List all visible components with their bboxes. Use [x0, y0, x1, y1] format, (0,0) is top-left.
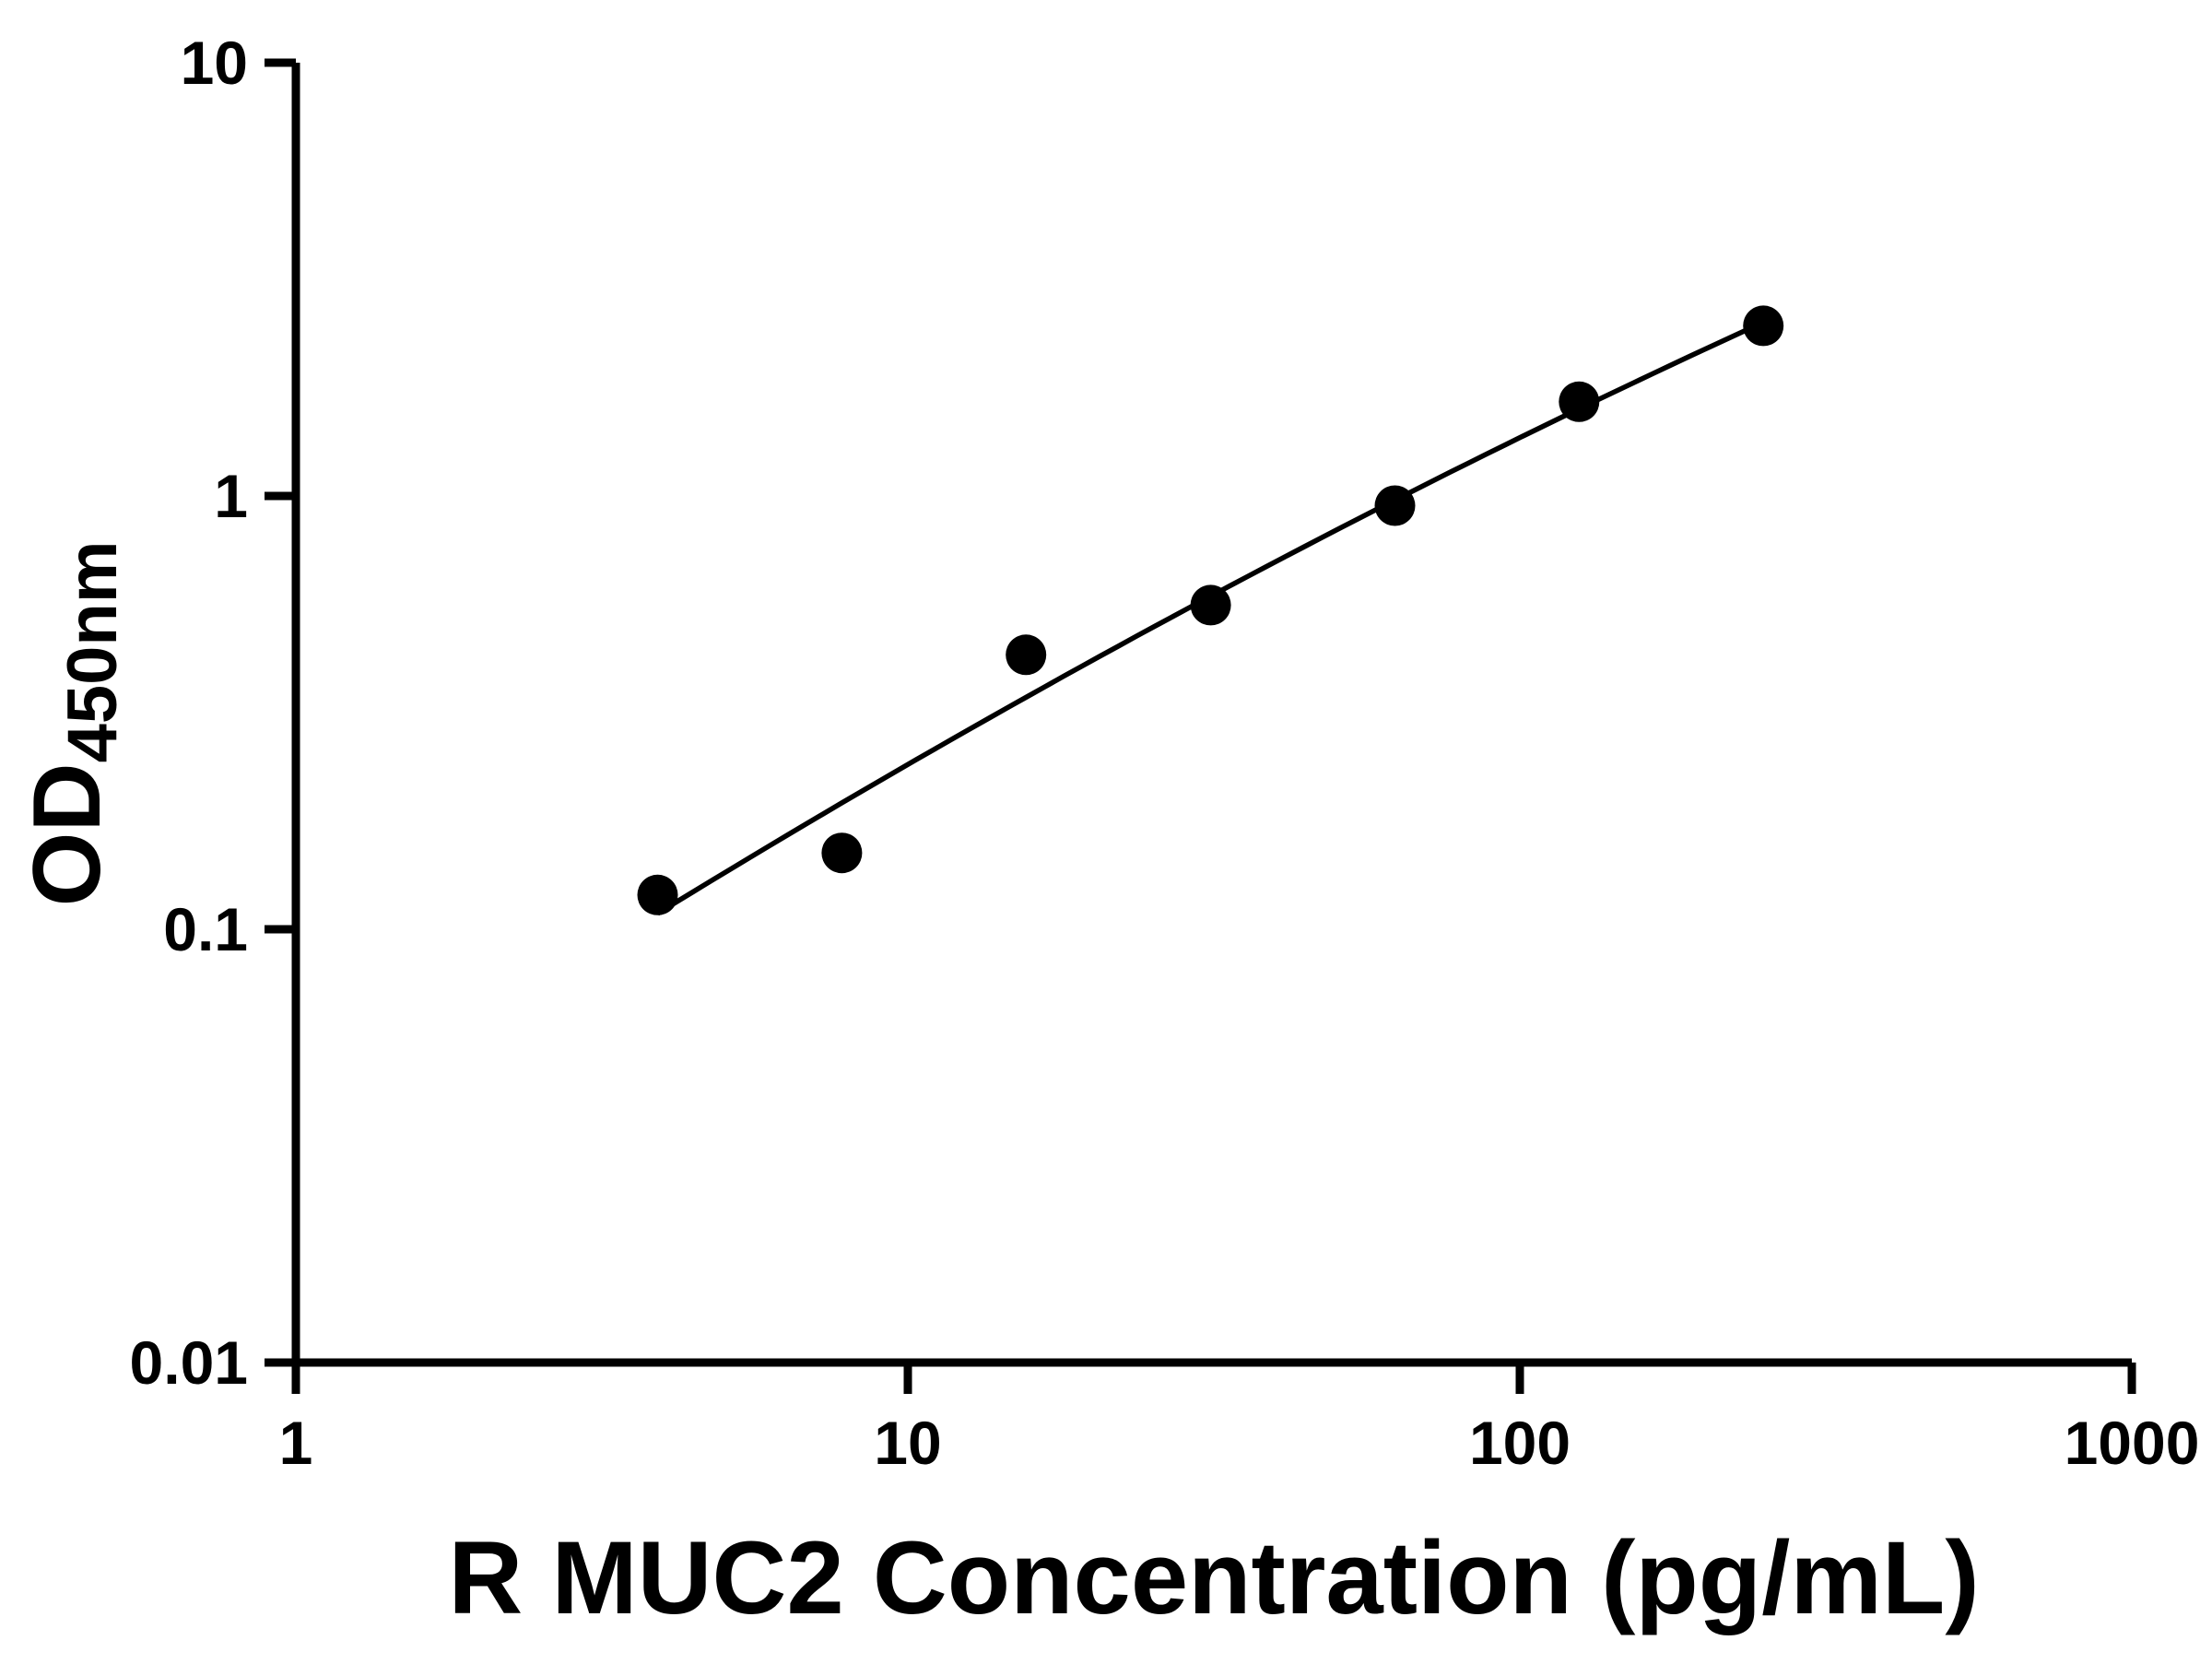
y-tick-label: 1: [214, 462, 248, 530]
data-point: [1374, 485, 1416, 526]
data-point: [1190, 584, 1231, 626]
plot-area: 1 10 100 1000 0.01 0.1 1 10: [130, 29, 2200, 1477]
x-tick-label: 100: [1469, 1409, 1571, 1477]
y-axis-title: OD450nm: [14, 541, 132, 907]
y-axis-title-main: OD: [14, 762, 121, 906]
y-tick-label: 0.1: [163, 895, 248, 963]
data-point: [1743, 305, 1784, 347]
data-point: [821, 832, 863, 874]
x-tick-label: 1000: [2065, 1409, 2200, 1477]
data-point: [637, 874, 678, 915]
x-tick-label: 1: [279, 1409, 313, 1477]
x-tick-label: 10: [874, 1409, 941, 1477]
x-axis-title: R MUC2 Concentration (pg/mL): [448, 1520, 1979, 1635]
y-tick-label: 10: [181, 29, 248, 97]
data-point: [1006, 634, 1047, 676]
axis-spines: [291, 63, 2132, 1367]
data-point: [1559, 381, 1600, 422]
y-tick-label: 0.01: [130, 1328, 248, 1397]
y-axis-title-subscript: 450nm: [53, 541, 132, 763]
